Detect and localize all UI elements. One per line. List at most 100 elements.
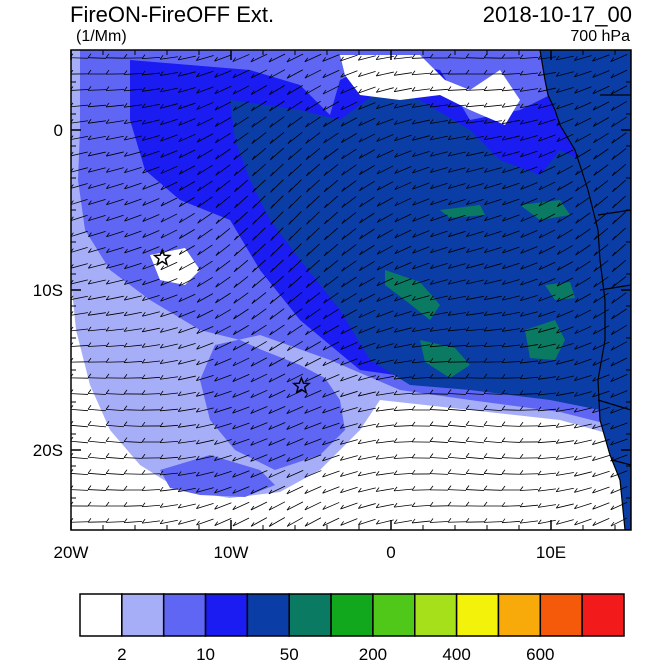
wind-barb	[305, 163, 321, 177]
wind-barb-flag	[519, 453, 524, 459]
wind-barb-flag	[376, 344, 380, 349]
wind-barb-flag	[214, 408, 218, 413]
wind-barb	[429, 361, 449, 363]
wind-barb	[574, 391, 592, 397]
wind-barb-flag	[232, 89, 237, 95]
wind-barb	[394, 103, 412, 109]
wind-barb-flag	[375, 454, 380, 460]
wind-barb	[359, 212, 375, 224]
wind-barb	[322, 517, 340, 527]
wind-barb	[160, 87, 178, 93]
wind-barb	[358, 86, 376, 94]
wind-barb-flag	[394, 201, 399, 207]
wind-barb-flag	[574, 88, 578, 94]
wind-barb	[520, 278, 538, 286]
wind-barb	[178, 375, 196, 381]
wind-barb	[268, 501, 286, 511]
wind-barb	[520, 246, 538, 254]
wind-barb	[574, 325, 592, 335]
wind-barb	[178, 519, 196, 525]
wind-barb-flag	[593, 235, 598, 240]
wind-barb-flag	[141, 437, 146, 443]
wind-barb-flag	[483, 501, 488, 507]
wind-barb-flag	[195, 423, 200, 429]
wind-barb-flag	[412, 152, 416, 157]
wind-barb-flag	[574, 138, 579, 143]
wind-barb	[556, 487, 574, 493]
wind-barb-flag	[358, 504, 362, 509]
wind-barb	[178, 487, 196, 493]
wind-barb	[466, 295, 484, 301]
wind-barb	[448, 424, 466, 428]
wind-barb	[519, 376, 539, 380]
wind-barb	[358, 133, 376, 143]
wind-barb	[286, 485, 304, 495]
wind-barb-flag	[178, 170, 183, 175]
wind-barb-flag	[124, 248, 128, 254]
wind-barb-flag	[250, 473, 255, 478]
wind-barb-flag	[288, 267, 292, 273]
wind-barb-flag	[520, 249, 524, 254]
wind-barb	[196, 133, 214, 143]
wind-barb	[538, 327, 556, 333]
wind-barb	[376, 149, 394, 159]
colorbar-swatch	[497, 593, 542, 637]
wind-barb	[556, 359, 574, 365]
wind-barb-flag	[537, 104, 542, 109]
wind-barb-flag	[87, 264, 92, 269]
wind-barb	[411, 57, 431, 59]
wind-barb	[215, 132, 231, 144]
wind-barb-flag	[105, 102, 110, 108]
wind-barb-flag	[376, 312, 380, 318]
wind-barb	[178, 293, 196, 303]
wind-barb	[214, 406, 232, 414]
wind-barb-flag	[376, 234, 381, 239]
wind-barb-flag	[141, 502, 146, 508]
wind-barb-flag	[123, 119, 128, 124]
wind-barb	[160, 134, 178, 142]
wind-barb	[376, 197, 394, 207]
wind-barb-flag	[196, 298, 201, 303]
wind-barb	[610, 486, 628, 494]
wind-barb-flag	[483, 326, 488, 332]
wind-barb	[305, 292, 321, 304]
wind-barb-flag	[393, 454, 398, 459]
wind-barb-flag	[105, 168, 110, 173]
wind-barb-flag	[142, 201, 147, 206]
wind-barb-flag	[286, 473, 291, 478]
wind-barb	[286, 69, 304, 79]
wind-barb-flag	[393, 519, 398, 524]
wind-barb-flag	[447, 452, 452, 458]
wind-barb	[124, 151, 142, 157]
wind-barb-flag	[306, 251, 310, 257]
wind-barb-flag	[233, 187, 238, 193]
wind-barb-flag	[520, 296, 524, 301]
wind-barb	[159, 456, 179, 460]
wind-barb-flag	[141, 421, 146, 427]
wind-barb-flag	[250, 489, 255, 494]
wind-barb-flag	[430, 216, 434, 222]
wind-barb-flag	[123, 103, 128, 108]
wind-barb	[593, 196, 609, 208]
wind-barb-flag	[555, 487, 560, 493]
wind-barb-flag	[610, 472, 614, 478]
wind-barb	[197, 196, 213, 208]
wind-barb	[232, 390, 250, 398]
wind-barb-flag	[502, 216, 506, 222]
wind-barb	[502, 198, 520, 206]
wind-barb-flag	[483, 135, 488, 140]
wind-barb	[106, 312, 124, 316]
wind-barb-flag	[574, 488, 578, 493]
wind-barb-flag	[141, 87, 146, 92]
wind-barb	[501, 505, 521, 507]
wind-barb-flag	[519, 421, 524, 427]
wind-barb-flag	[593, 187, 598, 192]
wind-barb-flag	[87, 326, 92, 332]
wind-barb-flag	[87, 102, 92, 108]
wind-barb-flag	[250, 409, 255, 414]
africa-land	[539, 50, 631, 530]
wind-barb-flag	[142, 168, 146, 174]
wind-barb	[71, 104, 88, 108]
wind-barb-flag	[250, 522, 255, 527]
wind-barb	[466, 136, 484, 140]
